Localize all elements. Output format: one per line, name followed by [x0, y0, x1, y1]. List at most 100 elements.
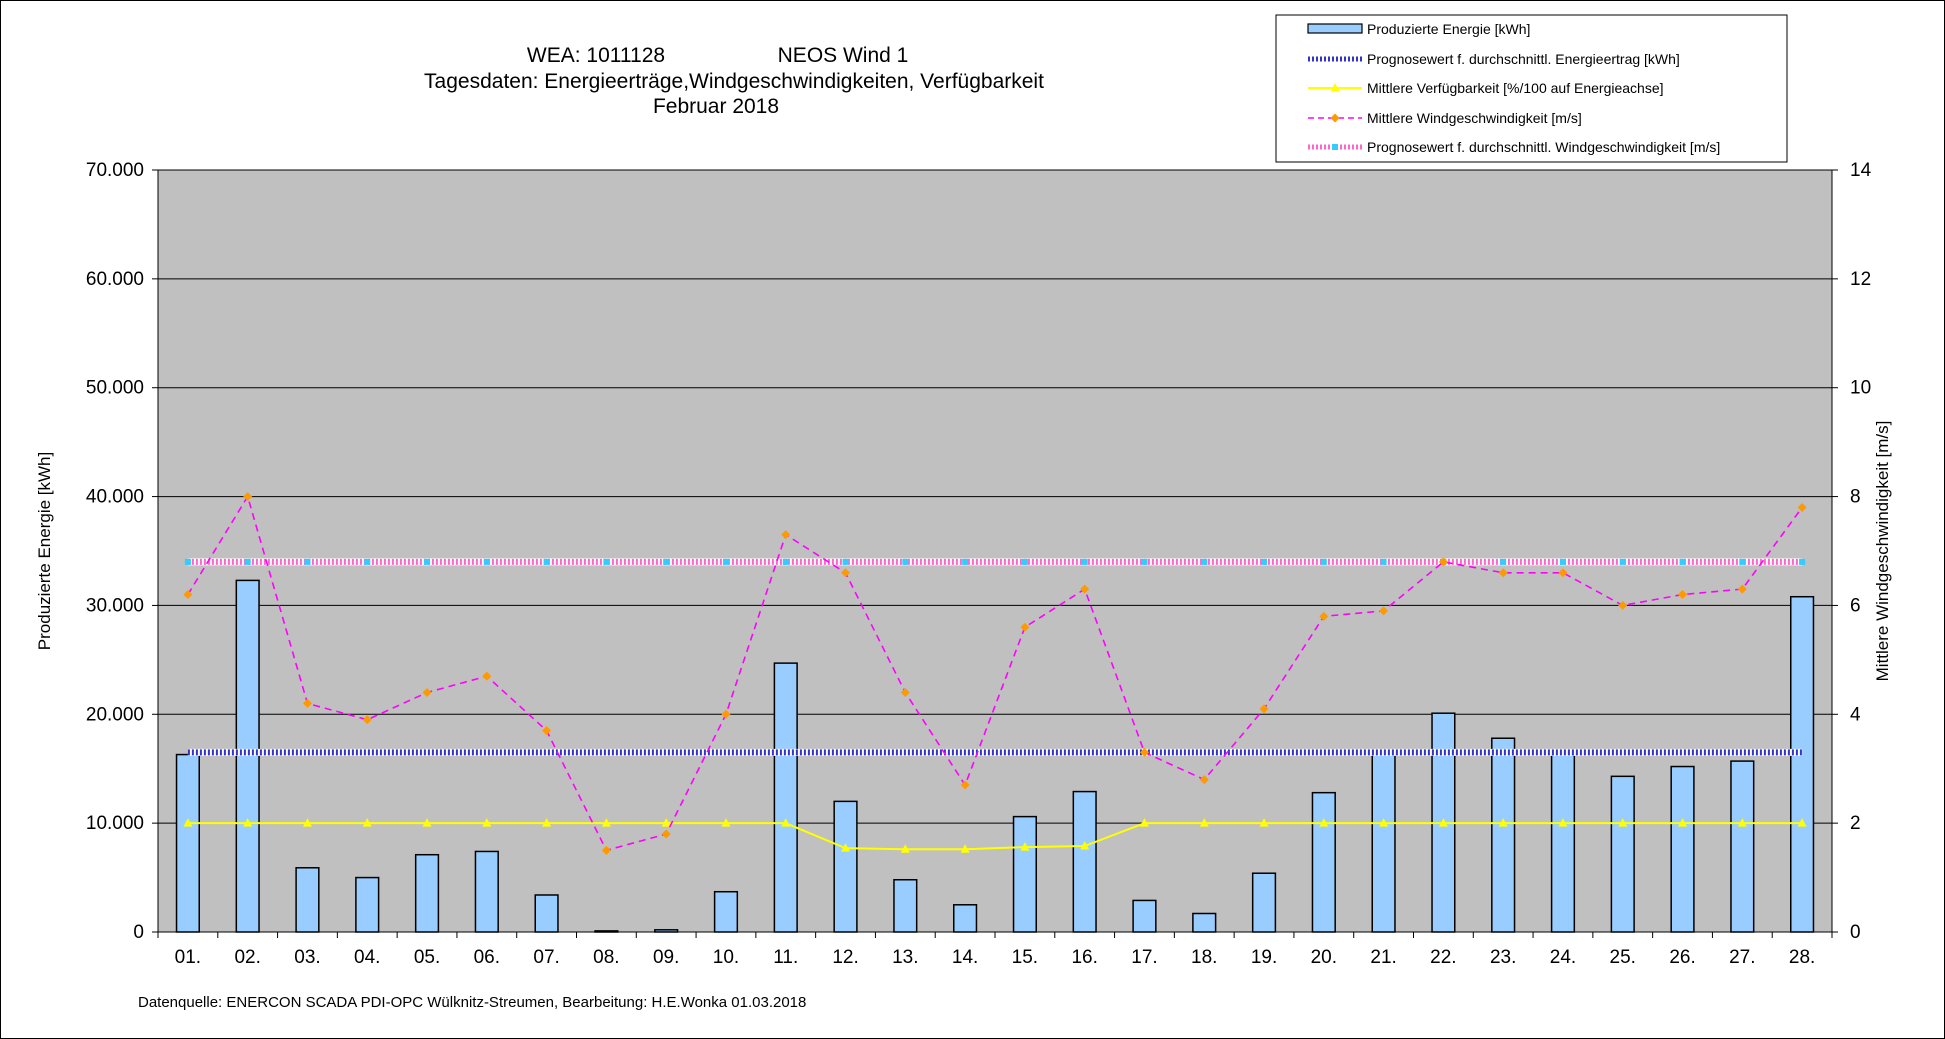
wind-speed-marker	[1199, 775, 1209, 785]
y2-tick-label: 14	[1850, 160, 1872, 181]
x-tick-label: 26.	[1669, 947, 1695, 968]
x-tick-label: 11.	[773, 947, 798, 968]
availability-marker	[1199, 818, 1209, 827]
y-tick-label: 10.000	[86, 813, 144, 834]
wind-forecast-marker	[1141, 558, 1148, 565]
wind-speed-marker	[960, 780, 970, 790]
availability-marker	[1678, 818, 1688, 827]
availability-line	[187, 822, 1803, 851]
legend: Produzierte Energie [kWh] Prognosewert f…	[1275, 14, 1788, 163]
availability-marker	[1558, 818, 1568, 827]
availability-marker	[1319, 818, 1329, 827]
wind-speed-marker	[721, 709, 731, 719]
availability-marker	[1080, 841, 1090, 850]
x-tick-label: 13.	[892, 947, 918, 968]
wind-speed-marker	[1319, 611, 1329, 621]
legend-marker-availability	[1330, 83, 1340, 92]
y2-tick-label: 12	[1850, 269, 1871, 290]
y-axis-label: Produzierte Energie [kWh]	[35, 452, 54, 650]
wind-speed-marker	[302, 698, 312, 708]
wind-forecast-marker	[424, 558, 431, 565]
wind-forecast-marker	[1619, 558, 1626, 565]
y2-tick-label: 6	[1850, 595, 1861, 616]
wind-speed-marker	[1020, 622, 1030, 632]
legend-symbols	[1307, 23, 1363, 150]
availability-marker	[542, 818, 552, 827]
x-tick-label: 03.	[294, 947, 320, 968]
x-tick-label: 19.	[1251, 947, 1277, 968]
x-tick-label: 20.	[1311, 947, 1337, 968]
wind-forecast-marker	[184, 558, 191, 565]
availability-marker	[362, 818, 372, 827]
energy-bar	[534, 894, 559, 933]
y2-tick-label: 0	[1850, 922, 1861, 943]
wind-speed-marker	[1259, 704, 1269, 714]
wind-speed-marker	[900, 688, 910, 698]
legend-marker-wind	[1330, 113, 1340, 123]
availability-marker	[183, 818, 193, 827]
wind-forecast-marker	[603, 558, 610, 565]
y2-tick-label: 4	[1850, 704, 1861, 725]
availability-marker	[302, 818, 312, 827]
y-tick-label: 30.000	[86, 595, 144, 616]
x-tick-label: 01.	[175, 947, 201, 968]
wind-forecast-marker	[663, 558, 670, 565]
x-tick-label: 25.	[1610, 947, 1636, 968]
series-lines	[183, 492, 1807, 855]
availability-marker	[1020, 842, 1030, 851]
legend-label-wind: Mittlere Windgeschwindigkeit [m/s]	[1367, 110, 1582, 126]
availability-marker	[1259, 818, 1269, 827]
x-tick-label: 04.	[354, 947, 380, 968]
wind-speed-marker	[1498, 568, 1508, 578]
energy-bar	[1012, 815, 1038, 933]
availability-marker	[900, 844, 910, 853]
header-plant-name: NEOS Wind 1	[778, 44, 909, 67]
legend-label-energy: Produzierte Energie [kWh]	[1367, 21, 1530, 37]
wind-speed-marker	[1558, 568, 1568, 578]
x-tick-label: 21.	[1370, 947, 1396, 968]
y-tick-label: 0	[133, 922, 144, 943]
legend-marker-wind-forecast	[1332, 144, 1338, 150]
availability-marker	[1498, 818, 1508, 827]
wind-speed-marker	[781, 530, 791, 540]
wind-speed-marker	[542, 726, 552, 736]
header-plant-id: WEA: 1011128	[527, 44, 665, 67]
wind-forecast-marker	[1380, 558, 1387, 565]
energy-bar	[175, 753, 201, 933]
energy-bar	[1730, 760, 1755, 933]
wind-speed-marker	[1797, 502, 1807, 512]
energy-bar	[773, 662, 798, 933]
availability-marker	[1618, 818, 1628, 827]
wind-speed-marker	[243, 492, 253, 502]
availability-marker	[422, 818, 432, 827]
wind-speed-line	[187, 494, 1803, 852]
wind-forecast-marker	[842, 558, 849, 565]
energy-bar	[1550, 753, 1576, 933]
wind-speed-marker	[1737, 584, 1747, 594]
wind-forecast-marker	[364, 558, 371, 565]
energy-bar	[1072, 790, 1097, 933]
wind-forecast-marker	[1679, 558, 1686, 565]
energy-bar	[1371, 753, 1396, 933]
wind-forecast-marker	[483, 558, 490, 565]
wind-speed-marker	[1678, 590, 1688, 600]
x-tick-label: 16.	[1071, 947, 1097, 968]
availability-marker	[721, 818, 731, 827]
wind-forecast-marker	[962, 558, 969, 565]
energy-bar	[1192, 912, 1217, 933]
energy-bar	[355, 876, 380, 933]
wind-speed-marker	[362, 715, 372, 725]
energy-bar	[235, 579, 260, 933]
energy-bar	[1789, 595, 1815, 933]
legend-label-energy-forecast: Prognosewert f. durchschnittl. Energieer…	[1367, 51, 1680, 67]
x-tick-label: 18.	[1191, 947, 1217, 968]
x-tick-label: 14.	[952, 947, 978, 968]
wind-speed-marker	[1080, 584, 1090, 594]
wind-speed-marker	[183, 590, 193, 600]
x-tick-label: 22.	[1430, 947, 1456, 968]
availability-marker	[482, 818, 492, 827]
x-tick-label: 24.	[1550, 947, 1576, 968]
availability-marker	[1797, 818, 1807, 827]
header-period: Februar 2018	[653, 95, 779, 118]
